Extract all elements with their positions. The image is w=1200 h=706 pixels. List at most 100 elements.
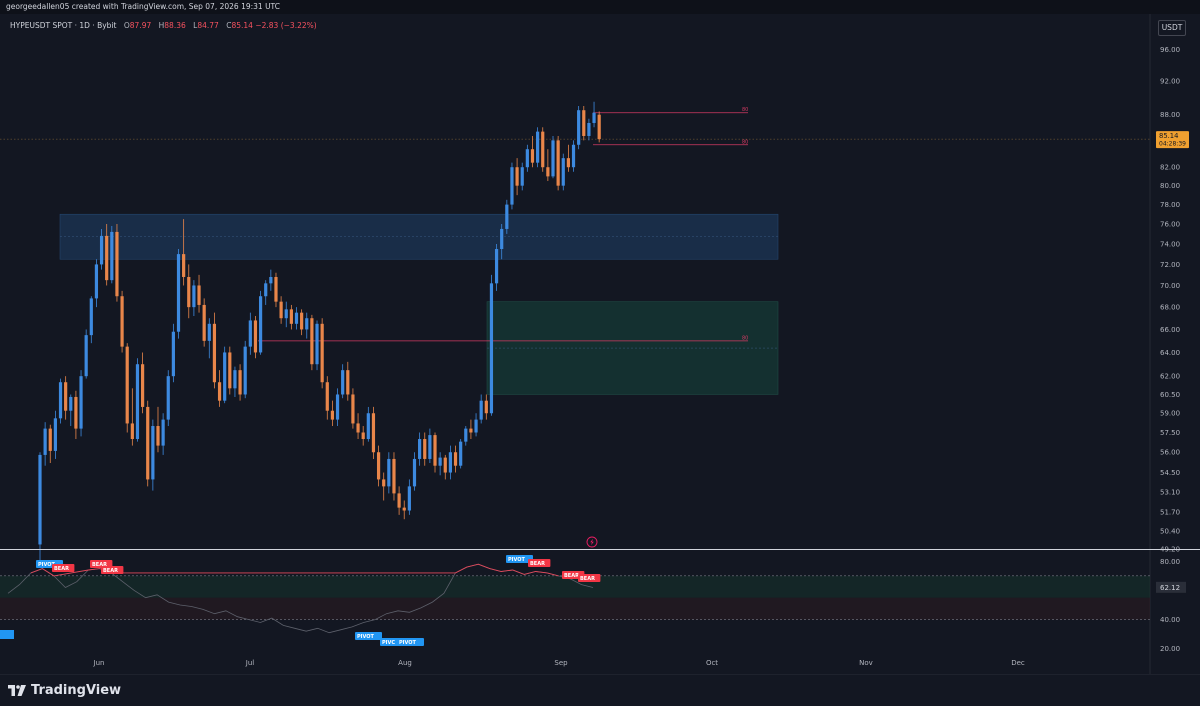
bull-candle: [412, 458, 417, 487]
bear-candle: [541, 131, 545, 168]
bear-candle: [453, 452, 458, 466]
bull-candle: [464, 428, 468, 442]
oscillator-axis-label: 20.00: [1160, 645, 1180, 653]
bear-badge: [578, 574, 601, 582]
pivot-badge-label: PIVOT: [38, 562, 56, 568]
price-axis-label: 54.50: [1160, 469, 1180, 477]
bear-candle: [469, 428, 473, 433]
bull-candle: [561, 158, 565, 186]
bull-candle: [520, 167, 524, 186]
time-axis-label: Aug: [398, 659, 412, 667]
oscillator-overbought: [30, 563, 559, 577]
price-axis-label: 60.50: [1160, 391, 1180, 399]
oscillator-axis-label: 40.00: [1160, 616, 1180, 624]
bull-candle: [587, 122, 591, 136]
price-axis-label: 88.00: [1160, 111, 1180, 119]
bull-candle: [592, 112, 596, 123]
bull-candle: [459, 441, 463, 466]
bull-candle: [233, 370, 237, 389]
bear-candle: [217, 382, 222, 401]
bull-candle: [207, 323, 211, 341]
price-axis-label: 56.00: [1160, 449, 1180, 457]
currency-button[interactable]: USDT: [1158, 20, 1186, 36]
bear-candle: [556, 140, 560, 186]
legend-close: 85.14: [231, 21, 253, 30]
time-axis-label: Jul: [245, 659, 255, 667]
price-axis-label: 50.40: [1160, 527, 1180, 535]
bull-candle: [500, 228, 504, 250]
bull-candle: [94, 264, 99, 299]
bear-candle: [300, 312, 304, 330]
price-countdown: 04:28:39: [1159, 141, 1186, 148]
bull-candle: [335, 394, 340, 420]
pivot-badge: [355, 632, 382, 640]
bull-candle: [489, 283, 494, 414]
bear-candle: [382, 479, 386, 487]
price-chart[interactable]: 80 80 80 96.00 92.00 88.00 82.00 80.00 78.00 76.…: [0, 14, 1200, 674]
bear-candle: [274, 276, 278, 302]
bear-candle: [141, 364, 145, 407]
bear-candle: [74, 396, 78, 429]
bear-candle: [130, 423, 134, 440]
bull-candle: [305, 318, 309, 330]
bull-candle: [176, 254, 181, 332]
price-axis-label: 51.70: [1160, 508, 1180, 516]
chart-area[interactable]: 80 80 80 96.00 92.00 88.00 82.00 80.00 78.00 76.…: [0, 14, 1200, 674]
bear-candle: [279, 301, 283, 319]
pivot-badge-label: PIVOT: [399, 640, 417, 646]
bear-candle: [212, 323, 217, 383]
legend-low: 84.77: [197, 21, 219, 30]
price-axis-label: 76.00: [1160, 221, 1180, 229]
price-axis-label: 68.00: [1160, 304, 1180, 312]
pivot-badge-label: PIVC: [382, 640, 395, 646]
bear-candle: [330, 410, 335, 420]
bear-badge: [101, 566, 124, 574]
bear-candle: [484, 400, 488, 414]
current-price-value: 85.14: [1159, 132, 1178, 140]
legend-low-label: L: [193, 21, 198, 30]
bull-candle: [510, 167, 514, 205]
pivot-badge: [380, 638, 403, 646]
bull-candle: [53, 418, 57, 451]
bull-candle: [577, 110, 581, 145]
lightning-glyph: [590, 538, 594, 546]
bear-candle: [310, 318, 314, 365]
bull-candle: [151, 426, 155, 480]
bull-candle: [243, 346, 247, 395]
bear-candle: [182, 254, 186, 277]
bear-candle: [433, 435, 437, 466]
bull-candle: [505, 204, 509, 229]
bear-candle: [351, 394, 355, 424]
price-axis-label: 59.00: [1160, 410, 1180, 418]
legend-open-label: O: [123, 21, 130, 30]
bull-candle: [135, 364, 140, 440]
price-axis: [1150, 14, 1200, 674]
legend-symbol: HYPEUSDT SPOT · 1D · Bybit: [10, 21, 117, 30]
pivot-badge: [506, 555, 533, 563]
price-axis-label: 53.10: [1160, 488, 1180, 496]
bull-candle: [89, 298, 93, 336]
bear-candle: [228, 352, 232, 389]
pivot-badge-label: PIVOT: [357, 634, 375, 640]
tradingview-logo[interactable]: TradingView: [8, 683, 121, 698]
legend-close-label: C: [226, 21, 232, 30]
bear-candle: [146, 406, 150, 480]
bear-candle: [361, 432, 365, 440]
bear-candle: [530, 149, 535, 163]
bull-candle: [69, 396, 73, 411]
oscillator-current-value: 62.12: [1160, 584, 1180, 592]
price-axis-label: 80.00: [1160, 182, 1180, 190]
price-axis-label: 62.00: [1160, 373, 1180, 381]
level-marker: 80: [742, 335, 748, 341]
price-axis-label: 92.00: [1160, 78, 1180, 86]
legend-high: 88.36: [164, 21, 186, 30]
bear-candle: [238, 370, 242, 395]
bull-candle: [315, 323, 319, 365]
bear-candle: [325, 382, 329, 411]
bull-candle: [258, 296, 263, 353]
bear-candle: [125, 346, 129, 424]
bull-candle: [294, 312, 299, 324]
chart-credit: georgeedallen05 created with TradingView…: [0, 0, 1200, 14]
price-axis-label: 82.00: [1160, 164, 1180, 172]
oscillator-upper-band: [0, 575, 1150, 598]
